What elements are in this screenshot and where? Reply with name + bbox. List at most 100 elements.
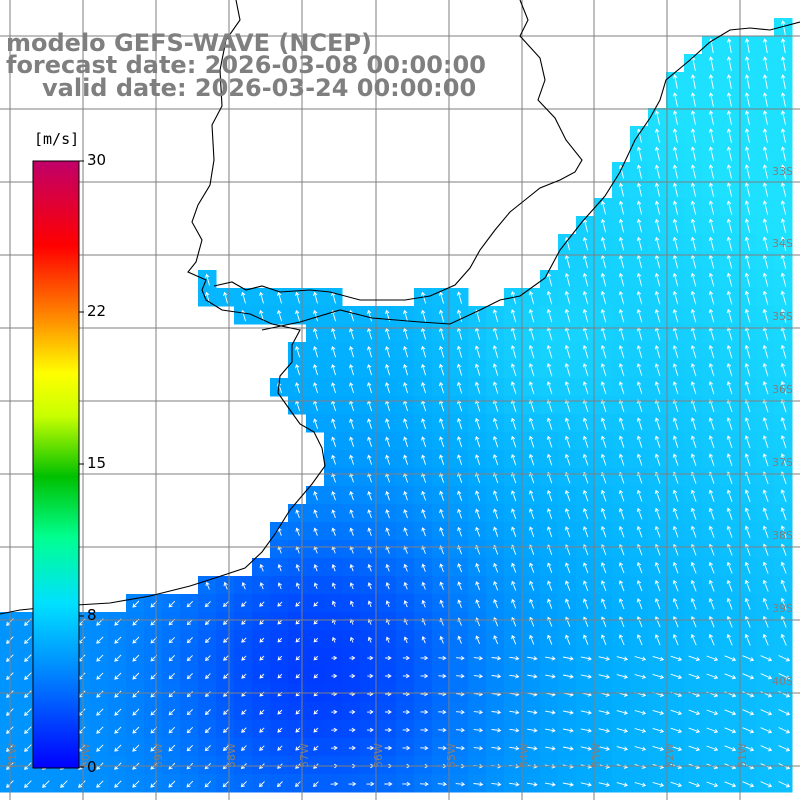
wind-field-cell [216,774,235,793]
wind-field-cell [576,288,595,307]
wind-field-cell [504,450,523,469]
wind-arrow [259,727,265,733]
wind-arrow [259,601,265,607]
wind-arrow [672,236,679,251]
wind-arrow [780,92,786,107]
wind-field-cell [684,324,703,343]
wind-arrow [654,453,661,466]
wind-field-cell [180,774,199,793]
wind-arrow [385,454,391,465]
wind-arrow [457,472,463,483]
wind-arrow [618,236,625,251]
wind-field-cell [774,324,793,343]
wind-arrow [205,655,211,661]
wind-arrow [349,709,356,715]
wind-arrow [564,362,571,377]
wind-field-cell [306,738,325,757]
wind-arrow [349,527,354,536]
wind-arrow [780,435,787,449]
wind-arrow [439,472,445,483]
wind-field-cell [666,720,685,739]
wind-field-cell [396,468,415,487]
wind-arrow [439,436,445,448]
valid-date-title: valid date: 2026-03-24 00:00:00 [42,74,477,102]
wind-field-cell [342,756,361,775]
coastline [0,0,800,615]
wind-field-cell [306,360,325,379]
wind-field-cell [306,288,325,307]
wind-field-cell [270,594,289,613]
wind-field-cell [774,18,793,37]
wind-arrow [295,345,301,358]
wind-arrow [690,218,697,233]
wind-field-cell [774,414,793,433]
wind-field-cell [252,756,271,775]
wind-field-cell [180,738,199,757]
wind-field-cell [648,414,667,433]
wind-field-cell [306,756,325,775]
wind-arrow [600,381,607,395]
wind-arrow [708,272,715,287]
wind-arrow [438,709,447,715]
wind-arrow [760,673,773,680]
wind-arrow [475,526,481,537]
wind-field-cell [450,324,469,343]
wind-arrow [457,563,463,573]
wind-arrow [367,600,372,607]
wind-field-cell [540,720,559,739]
wind-arrow [168,726,176,734]
wind-field-cell [576,702,595,721]
wind-field-cell [648,126,667,145]
wind-field-cell [666,324,685,343]
wind-arrow [367,655,374,661]
wind-field-cell [576,666,595,685]
wind-arrow [634,674,647,679]
wind-field-cell [378,756,397,775]
wind-arrow [493,580,499,591]
wind-arrow [654,435,661,448]
longitude-label: 58W [225,743,238,768]
wind-arrow [528,508,535,520]
longitude-label: 61W [6,743,19,768]
wind-field-cell [126,612,145,631]
wind-field-cell [630,702,649,721]
wind-field-cell [468,504,487,523]
wind-arrow [259,709,265,715]
wind-field-cell [576,648,595,667]
wind-field-cell [756,324,775,343]
wind-field-cell [612,504,631,523]
wind-field-cell [270,306,289,325]
wind-field-cell [0,612,19,631]
wind-arrow [295,582,300,590]
wind-field-cell [702,486,721,505]
wind-field-cell [612,378,631,397]
wind-arrow [780,507,787,520]
wind-field-cell [486,720,505,739]
wind-field-cell [432,396,451,415]
wind-arrow [491,709,502,715]
wind-arrow [511,526,517,537]
wind-arrow [114,672,122,680]
wind-field-cell [108,648,127,667]
wind-field-cell [324,378,343,397]
wind-arrow [349,655,356,661]
wind-arrow [780,128,786,143]
wind-arrow [726,56,732,71]
wind-arrow [744,236,751,251]
wind-field-cell [360,450,379,469]
wind-arrow [708,146,715,161]
wind-arrow [420,709,429,715]
wind-arrow [509,656,520,661]
wind-arrow [331,582,336,590]
wind-field-cell [540,432,559,451]
wind-arrow [204,780,212,788]
wind-field-cell [180,630,199,649]
wind-arrow [600,218,607,233]
wind-field-cell [684,504,703,523]
wind-field-cell [324,324,343,343]
wind-arrow [493,635,499,645]
wind-arrow [277,745,283,751]
wind-field-cell [738,450,757,469]
wind-field-cell [18,702,37,721]
wind-field-cell [522,378,541,397]
